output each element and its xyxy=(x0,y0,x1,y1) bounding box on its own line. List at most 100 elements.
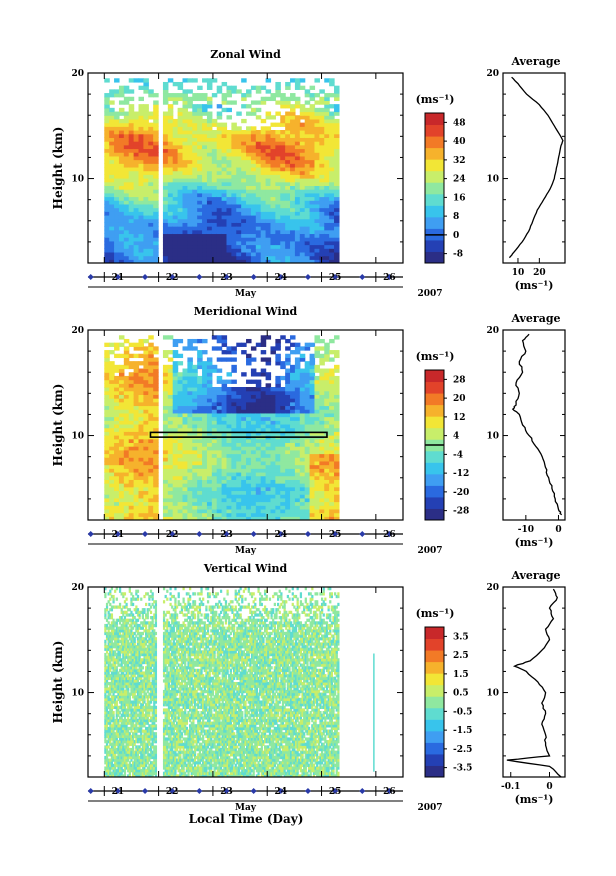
colorbar-label: 0 xyxy=(453,231,459,241)
time-marker xyxy=(304,274,311,280)
x-tick-label: 24 xyxy=(275,273,288,283)
colorbar-label: 16 xyxy=(453,193,466,203)
colorbar-label: 1.5 xyxy=(453,670,469,680)
month-label: May xyxy=(235,803,257,813)
colorbar-swatch xyxy=(425,753,444,766)
time-marker xyxy=(359,274,366,280)
colorbar-swatch xyxy=(425,496,444,509)
time-marker xyxy=(196,274,203,280)
x-tick-label: 21 xyxy=(112,530,125,540)
x-tick-label: 25 xyxy=(329,787,342,797)
time-marker xyxy=(223,788,230,794)
colorbar-swatch xyxy=(425,450,444,463)
colorbar-swatch xyxy=(425,730,444,743)
highlight-band xyxy=(149,431,328,438)
panel-title: Zonal Wind xyxy=(210,48,281,61)
colorbar-swatch xyxy=(425,627,444,640)
colorbar-label: 48 xyxy=(453,118,466,128)
colorbar-swatch xyxy=(425,404,444,417)
profile-line xyxy=(511,333,563,516)
profile-title: Average xyxy=(510,569,560,582)
year-label: 2007 xyxy=(417,546,442,556)
time-marker xyxy=(114,788,121,794)
colorbar-label: -20 xyxy=(453,488,469,498)
x-tick-label: 25 xyxy=(329,273,342,283)
profile-x-tick-label: -0.1 xyxy=(501,782,520,792)
profile-frame xyxy=(502,72,566,264)
panel-title: Vertical Wind xyxy=(203,562,288,575)
x-tick-label: 26 xyxy=(383,787,396,797)
panel-title: Meridional Wind xyxy=(194,305,298,318)
month-label: May xyxy=(235,546,257,556)
colorbar-swatch xyxy=(425,136,444,149)
time-marker xyxy=(114,531,121,537)
plot-frame xyxy=(87,329,404,521)
colorbar-swatch xyxy=(425,416,444,429)
profile-y-tick-label: 10 xyxy=(486,689,499,699)
colorbar-label: 8 xyxy=(453,212,459,222)
time-marker xyxy=(196,788,203,794)
colorbar-label: 40 xyxy=(453,137,466,147)
y-tick-label: 10 xyxy=(71,689,84,699)
colorbar-swatch xyxy=(425,381,444,394)
panel-meridional-wind: Meridional Wind 10 20 Height (km) 21 22 23 24 25… xyxy=(51,305,566,556)
profile-y-tick-label: 10 xyxy=(486,175,499,185)
average-profile: Average 10 20 -10 0(ms⁻¹) xyxy=(486,312,566,549)
colorbar-label: 12 xyxy=(453,413,466,423)
y-tick-label: 20 xyxy=(71,583,84,593)
time-marker xyxy=(169,788,176,794)
colorbar-label: 20 xyxy=(453,394,466,404)
colorbar-swatch xyxy=(425,765,444,778)
profile-x-tick-label: 0 xyxy=(546,782,552,792)
x-tick-label: 26 xyxy=(383,273,396,283)
time-marker xyxy=(277,274,284,280)
colorbar-swatch xyxy=(425,684,444,697)
colorbar-swatch xyxy=(425,193,444,206)
time-marker xyxy=(250,274,257,280)
time-marker xyxy=(142,788,149,794)
x-tick-label: 21 xyxy=(112,787,125,797)
x-tick-label: 25 xyxy=(329,530,342,540)
colorbar-swatch xyxy=(425,216,444,229)
profile-x-tick-label: 10 xyxy=(512,268,525,278)
time-marker xyxy=(87,274,94,280)
colorbar-label: -0.5 xyxy=(453,707,472,717)
time-marker xyxy=(169,531,176,537)
time-marker xyxy=(332,274,339,280)
time-marker xyxy=(87,788,94,794)
colorbar-label: 3.5 xyxy=(453,632,469,642)
profile-line xyxy=(508,76,564,259)
profile-y-tick-label: 20 xyxy=(486,326,499,336)
time-marker xyxy=(277,531,284,537)
colorbar-swatch xyxy=(425,661,444,674)
colorbar-label: -4 xyxy=(453,450,463,460)
time-marker xyxy=(169,274,176,280)
month-label: May xyxy=(235,289,257,299)
colorbar-swatch xyxy=(425,719,444,732)
profile-x-label: (ms⁻¹) xyxy=(515,793,554,806)
time-marker xyxy=(223,531,230,537)
colorbar-label: -12 xyxy=(453,469,469,479)
colorbar-swatch xyxy=(425,742,444,755)
colorbar-label: -8 xyxy=(453,250,463,260)
x-tick-label: 23 xyxy=(220,787,233,797)
x-tick-label: 24 xyxy=(275,530,288,540)
y-tick-label: 20 xyxy=(71,326,84,336)
colorbar-swatch xyxy=(425,707,444,720)
time-marker xyxy=(250,788,257,794)
colorbar-swatch xyxy=(425,485,444,498)
colorbar-swatch xyxy=(425,427,444,440)
colorbar-label: -1.5 xyxy=(453,726,472,736)
colorbar-swatch xyxy=(425,251,444,264)
average-profile: Average 10 20 -0.1 0(ms⁻¹) xyxy=(486,569,566,806)
profile-y-tick-label: 20 xyxy=(486,583,499,593)
x-tick-label: 23 xyxy=(220,273,233,283)
profile-x-label: (ms⁻¹) xyxy=(515,279,554,292)
colorbar-swatch xyxy=(425,170,444,183)
colorbar-swatch xyxy=(425,113,444,126)
heatmap-cells xyxy=(104,587,375,777)
time-marker xyxy=(386,531,393,537)
time-marker xyxy=(87,531,94,537)
plot-frame xyxy=(87,72,404,264)
